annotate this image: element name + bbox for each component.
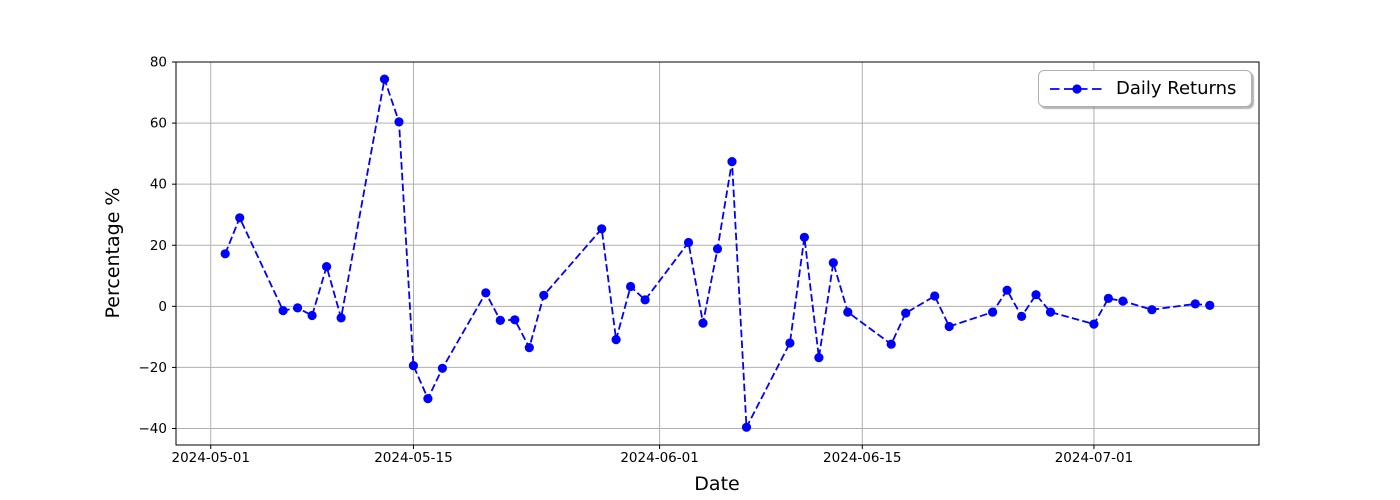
data-point [611,335,621,345]
data-point [626,281,636,292]
y-tick-label: −40 [139,421,168,437]
data-point [930,291,940,301]
data-point [727,157,737,167]
data-point [220,249,230,259]
data-point [814,353,824,363]
data-point [1045,307,1056,317]
data-point [944,321,954,332]
data-point [886,339,896,349]
data-point [1089,319,1099,329]
data-point [1205,300,1215,310]
data-point [712,244,723,254]
data-point [423,394,433,404]
data-point [741,422,752,432]
data-point [322,262,332,272]
data-point [235,213,245,223]
data-point [481,288,491,298]
data-point [379,74,390,84]
x-tick-label: 2024-05-01 [172,450,250,466]
data-point [1103,293,1113,303]
x-tick-label: 2024-05-15 [374,450,452,466]
x-tick-label: 2024-06-01 [620,450,698,466]
y-tick-label: −20 [139,360,168,376]
data-point [1147,305,1157,315]
data-point [698,318,708,328]
data-point [785,338,795,348]
legend: Daily Returns [1038,70,1252,107]
data-point [524,343,534,353]
data-point [640,295,650,305]
data-point [336,313,346,323]
data-point [683,237,694,248]
y-tick-label: 80 [150,55,167,71]
data-point [307,310,317,321]
data-point [394,117,404,127]
y-tick-label: 40 [150,177,167,193]
data-point [988,307,998,317]
data-point [510,315,520,325]
data-point [1031,290,1041,300]
data-point [799,232,810,242]
y-tick-label: 60 [150,116,167,132]
data-point [495,315,505,325]
data-point [1190,299,1200,309]
data-point [1017,311,1027,321]
data-point [843,307,853,317]
data-point [901,308,911,318]
x-tick-label: 2024-07-01 [1055,450,1133,466]
y-tick-label: 0 [158,299,167,315]
legend-line-sample [1050,83,1104,94]
data-point [293,303,303,313]
legend-label: Daily Returns [1116,78,1237,99]
data-point [828,258,838,268]
plot-border [175,61,1260,446]
data-point [597,224,607,234]
x-tick-label: 2024-06-15 [823,450,901,466]
data-point [278,306,288,316]
daily-returns-line [224,75,1210,431]
data-point [437,363,447,373]
x-axis-label: Date [694,473,740,495]
y-axis-label: Percentage % [102,187,124,319]
legend-marker-dot [1072,83,1082,94]
data-point [1118,296,1128,306]
data-point [1002,285,1012,295]
y-tick-label: 20 [150,238,167,254]
data-point [539,290,549,300]
data-point [408,361,418,371]
